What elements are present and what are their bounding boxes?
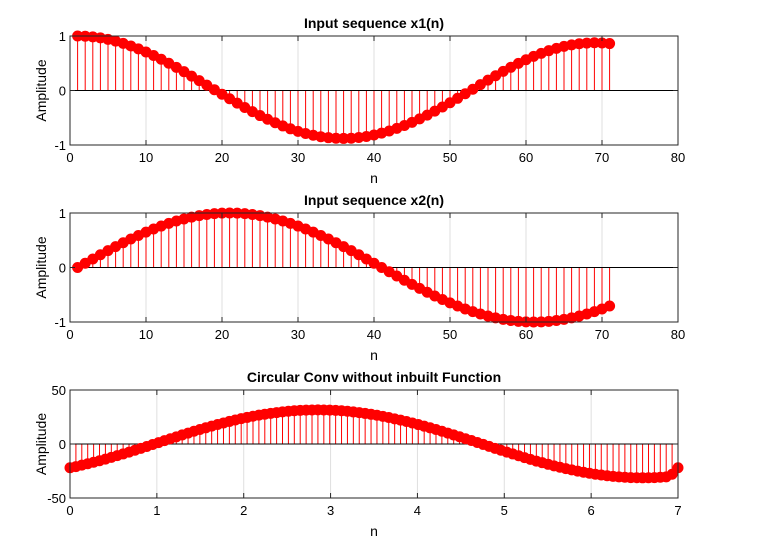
y-tick-label: -1 (54, 138, 66, 153)
x-tick-label: 30 (291, 150, 305, 165)
x-tick-label: 0 (66, 503, 73, 518)
x-tick-label: 1 (153, 503, 160, 518)
x-tick-label: 5 (501, 503, 508, 518)
x-tick-label: 40 (367, 327, 381, 342)
x-tick-label: 20 (215, 327, 229, 342)
x-tick-label: 10 (139, 150, 153, 165)
x-tick-label: 0 (66, 327, 73, 342)
stem-marker (604, 38, 616, 50)
x-tick-label: 80 (671, 327, 685, 342)
y-tick-label: -50 (47, 491, 66, 506)
x-tick-label: 7 (674, 503, 681, 518)
x-tick-label: 3 (327, 503, 334, 518)
x-tick-label: 40 (367, 150, 381, 165)
x-axis-label: n (370, 170, 378, 186)
y-axis-label: Amplitude (33, 413, 49, 475)
x-tick-label: 20 (215, 150, 229, 165)
chart-title: Circular Conv without inbuilt Function (247, 369, 501, 385)
x-axis-label: n (370, 523, 378, 539)
x-tick-label: 10 (139, 327, 153, 342)
x-tick-label: 70 (595, 327, 609, 342)
y-tick-label: 1 (59, 29, 66, 44)
x-tick-label: 6 (588, 503, 595, 518)
x-tick-label: 4 (414, 503, 421, 518)
y-axis-label: Amplitude (33, 59, 49, 121)
x-axis-label: n (370, 347, 378, 363)
x-tick-label: 0 (66, 150, 73, 165)
x-tick-label: 30 (291, 327, 305, 342)
y-tick-label: 0 (59, 437, 66, 452)
y-axis-label: Amplitude (33, 236, 49, 298)
chart-title: Input sequence x1(n) (304, 15, 444, 31)
y-tick-label: 50 (52, 383, 66, 398)
x-tick-label: 2 (240, 503, 247, 518)
y-tick-label: 0 (59, 261, 66, 276)
y-tick-label: -1 (54, 315, 66, 330)
x-tick-label: 70 (595, 150, 609, 165)
x-tick-label: 60 (519, 327, 533, 342)
stem-marker (604, 300, 616, 312)
x-tick-label: 50 (443, 150, 457, 165)
y-tick-label: 1 (59, 206, 66, 221)
y-tick-label: 0 (59, 84, 66, 99)
x-tick-label: 80 (671, 150, 685, 165)
x-tick-label: 50 (443, 327, 457, 342)
chart-title: Input sequence x2(n) (304, 192, 444, 208)
x-tick-label: 60 (519, 150, 533, 165)
